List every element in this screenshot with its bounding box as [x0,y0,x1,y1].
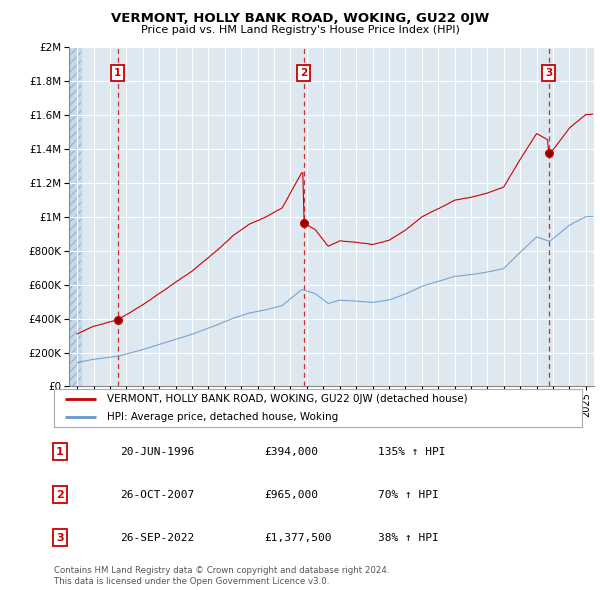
Text: £965,000: £965,000 [264,490,318,500]
Text: 1: 1 [56,447,64,457]
Text: 135% ↑ HPI: 135% ↑ HPI [378,447,445,457]
Text: This data is licensed under the Open Government Licence v3.0.: This data is licensed under the Open Gov… [54,577,329,586]
Text: 70% ↑ HPI: 70% ↑ HPI [378,490,439,500]
Text: 2: 2 [56,490,64,500]
Text: 20-JUN-1996: 20-JUN-1996 [120,447,194,457]
Text: 2: 2 [301,68,308,78]
Text: 3: 3 [545,68,553,78]
Text: VERMONT, HOLLY BANK ROAD, WOKING, GU22 0JW: VERMONT, HOLLY BANK ROAD, WOKING, GU22 0… [111,12,489,25]
Text: 3: 3 [56,533,64,543]
Text: HPI: Average price, detached house, Woking: HPI: Average price, detached house, Woki… [107,412,338,422]
Text: £1,377,500: £1,377,500 [264,533,331,543]
Bar [69,47,82,386]
Text: 38% ↑ HPI: 38% ↑ HPI [378,533,439,543]
Text: Price paid vs. HM Land Registry's House Price Index (HPI): Price paid vs. HM Land Registry's House … [140,25,460,35]
Text: 1: 1 [114,68,121,78]
Text: Contains HM Land Registry data © Crown copyright and database right 2024.: Contains HM Land Registry data © Crown c… [54,566,389,575]
Text: 26-OCT-2007: 26-OCT-2007 [120,490,194,500]
Text: £394,000: £394,000 [264,447,318,457]
Text: VERMONT, HOLLY BANK ROAD, WOKING, GU22 0JW (detached house): VERMONT, HOLLY BANK ROAD, WOKING, GU22 0… [107,394,467,404]
Text: 26-SEP-2022: 26-SEP-2022 [120,533,194,543]
